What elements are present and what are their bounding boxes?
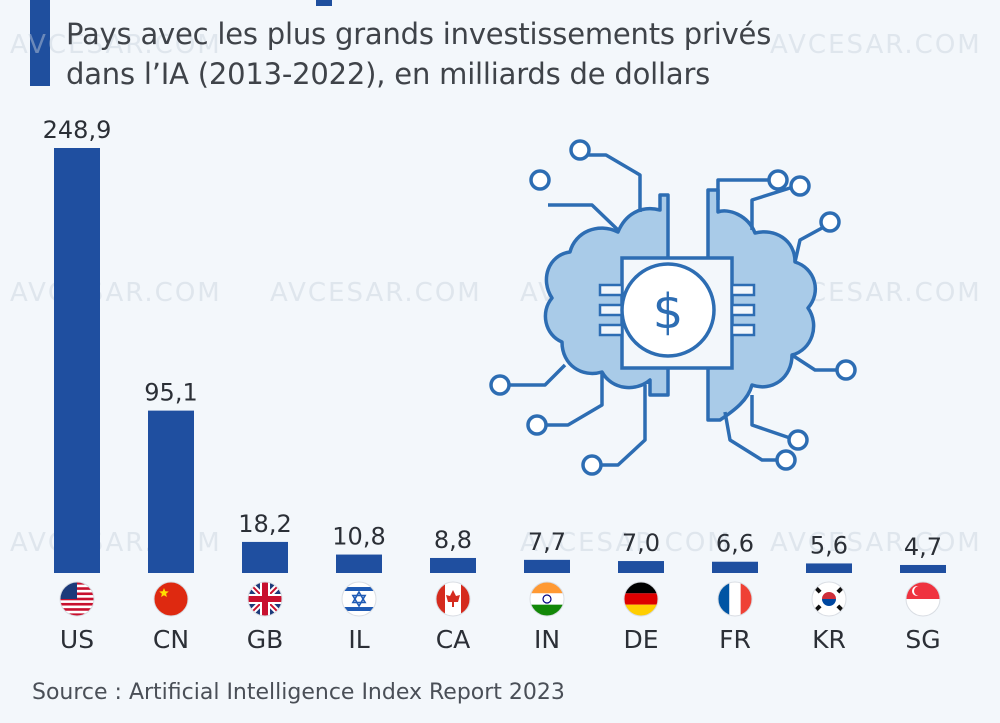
circuit-trace bbox=[600, 385, 647, 467]
category-label-us: US bbox=[60, 625, 94, 654]
circuit-trace bbox=[791, 353, 838, 372]
bar-in bbox=[524, 559, 570, 573]
chip-pin bbox=[730, 303, 756, 317]
us-flag-icon bbox=[59, 581, 95, 617]
title-remnant bbox=[316, 0, 332, 6]
bar-cn bbox=[148, 410, 194, 573]
category-label-cn: CN bbox=[153, 625, 189, 654]
circuit-node-icon bbox=[569, 139, 591, 161]
circuit-trace bbox=[545, 372, 604, 427]
circuit-trace bbox=[750, 395, 791, 440]
chart-subtitle: Pays avec les plus grands investissement… bbox=[66, 17, 772, 91]
circuit-node-icon bbox=[775, 449, 797, 471]
chip-pin bbox=[730, 323, 756, 337]
value-label-fr: 6,6 bbox=[716, 530, 754, 558]
bar-gb bbox=[242, 541, 288, 573]
chip-pin bbox=[730, 283, 756, 297]
bar-de bbox=[618, 561, 664, 573]
circuit-trace bbox=[505, 363, 567, 387]
cn-flag-icon bbox=[153, 581, 189, 617]
source-note: Source : Artificial Intelligence Index R… bbox=[32, 680, 565, 705]
bar-sg bbox=[900, 564, 946, 573]
bar-us bbox=[54, 148, 100, 573]
bar-ca bbox=[430, 557, 476, 573]
value-label-gb: 18,2 bbox=[238, 510, 291, 538]
fr-flag-icon bbox=[717, 581, 753, 617]
value-label-sg: 4,7 bbox=[904, 533, 942, 561]
dollar-sign-icon: $ bbox=[653, 284, 684, 340]
ca-flag-icon bbox=[435, 581, 471, 617]
category-label-gb: GB bbox=[247, 625, 284, 654]
bar-fr bbox=[712, 561, 758, 573]
value-label-il: 10,8 bbox=[332, 523, 385, 551]
bar-kr bbox=[806, 563, 852, 573]
circuit-node-icon bbox=[529, 169, 551, 191]
circuit-node-icon bbox=[835, 359, 857, 381]
value-label-kr: 5,6 bbox=[810, 531, 848, 559]
chip-pin bbox=[598, 283, 624, 297]
category-label-sg: SG bbox=[905, 625, 940, 654]
circuit-node-icon bbox=[526, 414, 548, 436]
circuit-trace bbox=[716, 178, 770, 200]
value-label-de: 7,0 bbox=[622, 529, 660, 557]
in-flag-icon bbox=[529, 581, 565, 617]
right-brain-shape bbox=[706, 188, 818, 422]
circuit-node-icon bbox=[489, 374, 511, 396]
circuit-node-icon bbox=[787, 429, 809, 451]
de-flag-icon bbox=[623, 581, 659, 617]
circuit-node-icon bbox=[581, 454, 603, 476]
category-label-il: IL bbox=[348, 625, 369, 654]
value-label-cn: 95,1 bbox=[144, 379, 197, 407]
circuit-trace bbox=[723, 411, 778, 462]
circuit-trace bbox=[548, 203, 620, 232]
value-label-in: 7,7 bbox=[528, 528, 566, 556]
il-flag-icon bbox=[341, 581, 377, 617]
dollar-coin-icon bbox=[620, 262, 716, 358]
gb-flag-icon bbox=[247, 581, 283, 617]
ai-money-illustration: $ bbox=[489, 139, 857, 476]
category-label-kr: KR bbox=[812, 625, 846, 654]
chip-pin bbox=[598, 323, 624, 337]
circuit-trace bbox=[793, 226, 823, 263]
circuit-node-icon bbox=[819, 211, 841, 233]
circuit-node-icon bbox=[767, 169, 789, 191]
circuit-trace bbox=[588, 153, 642, 212]
sg-flag-icon bbox=[905, 581, 941, 617]
bar-il bbox=[336, 554, 382, 573]
category-label-fr: FR bbox=[719, 625, 751, 654]
category-label-ca: CA bbox=[436, 625, 471, 654]
kr-flag-icon bbox=[811, 581, 847, 617]
category-label-de: DE bbox=[623, 625, 658, 654]
bars-group: 248,9 US 95,1 CN 18,2 GB 10,8 IL 8,8 CA 7,7 IN 7,0 DE… bbox=[43, 116, 946, 654]
value-label-ca: 8,8 bbox=[434, 526, 472, 554]
category-label-in: IN bbox=[534, 625, 560, 654]
circuit-node-icon bbox=[789, 175, 811, 197]
value-label-us: 248,9 bbox=[43, 116, 112, 144]
chip-pin bbox=[598, 303, 624, 317]
circuit-trace bbox=[750, 186, 791, 230]
title-accent-bar bbox=[30, 0, 50, 86]
